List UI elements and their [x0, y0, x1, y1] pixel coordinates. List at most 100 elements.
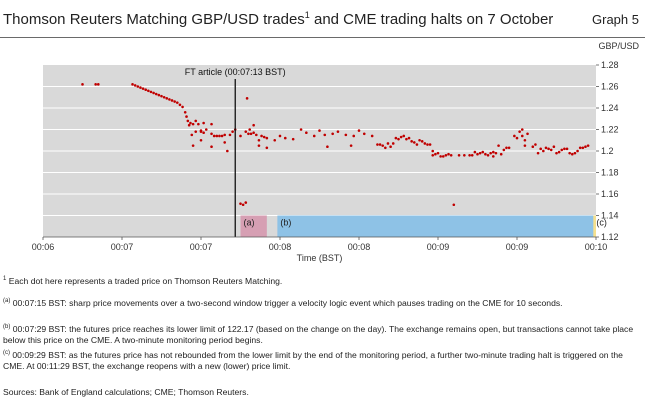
data-point: [228, 133, 232, 137]
data-point: [187, 123, 191, 127]
footnote-c: (c) 00:09:29 BST: as the futures price h…: [3, 348, 639, 372]
data-point: [394, 136, 398, 140]
y-tick-label: 1.22: [601, 125, 619, 135]
data-point: [370, 134, 374, 138]
x-tick-label: 00:06: [32, 242, 55, 252]
data-point: [131, 83, 134, 86]
x-tick-label: 00:08: [348, 242, 371, 252]
data-point: [326, 145, 329, 148]
data-point: [420, 140, 424, 143]
data-point: [449, 154, 453, 157]
data-point: [581, 146, 585, 150]
data-point: [515, 136, 519, 140]
data-point: [571, 152, 574, 156]
data-point: [239, 202, 242, 205]
data-point: [331, 132, 334, 136]
data-point: [265, 146, 269, 150]
footnote-b: (b) 00:07:29 BST: the futures price reac…: [3, 322, 639, 346]
data-point: [160, 94, 163, 98]
footnote-1-text: Each dot here represents a traded price …: [6, 275, 283, 286]
footnote-a-mark: (a): [3, 298, 11, 304]
data-point: [586, 144, 590, 147]
chart-svg: (a) (b) (c) FT article (00:07:13 BST) 1.12 1.…: [32, 60, 619, 263]
data-point: [523, 144, 527, 147]
y-tick-label: 1.24: [601, 103, 619, 113]
data-point: [402, 134, 406, 138]
data-point: [423, 142, 427, 145]
data-point: [81, 83, 84, 86]
data-point: [410, 140, 413, 143]
data-point: [407, 136, 411, 140]
data-point: [194, 119, 198, 123]
data-point: [136, 85, 140, 88]
data-point: [312, 134, 316, 138]
data-point: [199, 129, 203, 132]
data-point: [568, 151, 571, 155]
data-point: [436, 151, 440, 155]
data-point: [94, 83, 97, 86]
data-point: [176, 101, 179, 104]
data-point: [273, 138, 277, 142]
data-point: [204, 128, 208, 131]
data-point: [147, 89, 150, 93]
data-point: [191, 122, 195, 126]
x-axis-title: Time (BST): [297, 253, 343, 263]
title-rule: [0, 37, 645, 38]
data-point: [189, 121, 192, 125]
data-point: [520, 128, 524, 131]
data-point: [173, 100, 176, 103]
data-point: [557, 150, 561, 154]
data-point: [262, 135, 266, 139]
data-point: [191, 144, 195, 147]
data-point: [476, 152, 479, 156]
data-point: [199, 138, 203, 142]
chart-title: Thomson Reuters Matching GBP/USD trades1…: [3, 10, 553, 28]
data-point: [152, 91, 155, 95]
data-point: [210, 132, 213, 136]
footnote-c-text: 00:09:29 BST: as the futures price has n…: [3, 349, 623, 372]
data-point: [231, 130, 234, 133]
data-point: [223, 141, 226, 144]
data-point: [248, 128, 252, 131]
data-point: [157, 93, 161, 97]
data-point: [144, 88, 147, 92]
x-tick-label: 00:07: [111, 242, 134, 252]
data-point: [336, 130, 340, 133]
data-point: [463, 154, 466, 157]
data-point: [552, 145, 556, 148]
data-point: [457, 154, 461, 157]
data-point: [452, 203, 456, 207]
footnote-b-mark: (b): [3, 324, 11, 330]
data-point: [481, 150, 485, 154]
data-point: [139, 86, 142, 89]
data-point: [584, 145, 587, 148]
data-point: [518, 130, 521, 133]
data-point: [141, 87, 145, 90]
x-tick-label: 00:10: [585, 242, 608, 252]
footnote-a-text: 00:07:15 BST: sharp price movements over…: [10, 297, 563, 308]
data-point: [381, 144, 385, 147]
title-main: Thomson Reuters Matching GBP/USD trades: [3, 11, 305, 28]
y-tick-label: 1.14: [601, 211, 619, 221]
data-point: [283, 136, 287, 140]
footnote-c-mark: (c): [3, 350, 10, 356]
data-point: [257, 138, 261, 142]
data-point: [431, 154, 435, 157]
y-tick-label: 1.26: [601, 82, 619, 92]
data-point: [473, 150, 477, 154]
data-point: [212, 134, 216, 138]
data-point: [352, 134, 356, 138]
data-point: [210, 122, 213, 126]
halt-band-label: (a): [244, 218, 255, 228]
data-point: [244, 130, 248, 133]
data-point: [484, 152, 487, 156]
data-point: [226, 149, 229, 153]
data-point: [162, 95, 166, 99]
data-point: [547, 147, 550, 151]
data-point: [470, 154, 474, 157]
data-point: [202, 131, 205, 135]
data-point: [536, 151, 540, 155]
data-point: [494, 151, 498, 155]
graph-number: Graph 5: [592, 12, 639, 27]
data-point: [502, 148, 506, 152]
